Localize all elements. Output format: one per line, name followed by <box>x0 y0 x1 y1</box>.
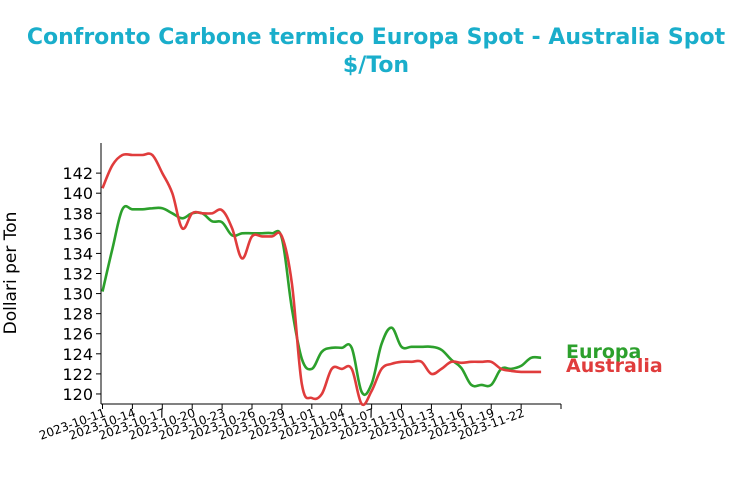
y-tick-label: 140 <box>62 184 93 203</box>
chart-title-line-2: $/Ton <box>342 53 410 78</box>
y-tick-label: 120 <box>62 385 93 404</box>
y-tick-label: 136 <box>62 224 93 243</box>
chart-title: Confronto Carbone termico Europa Spot - … <box>0 24 752 80</box>
chart-title-line-1: Confronto Carbone termico Europa Spot - … <box>26 25 726 50</box>
y-tick-label: 130 <box>62 285 93 304</box>
y-tick-label: 132 <box>62 265 93 284</box>
y-tick-label: 138 <box>62 204 93 223</box>
series-line-australia <box>101 152 542 407</box>
series-layer <box>101 152 542 407</box>
series-line-europa <box>101 204 542 397</box>
legend-label-europa: Europa <box>566 341 641 363</box>
axes: 1201221241261281301321341361381401422023… <box>37 143 562 443</box>
y-tick-label: 142 <box>62 164 93 183</box>
y-tick-label: 122 <box>62 365 93 384</box>
y-tick-label: 126 <box>62 325 93 344</box>
y-tick-label: 128 <box>62 305 93 324</box>
y-axis-label: Dollari per Ton <box>1 212 21 335</box>
legend-label-australia: Australia <box>566 355 663 377</box>
y-tick-label: 134 <box>62 244 93 263</box>
y-tick-label: 124 <box>62 345 93 364</box>
